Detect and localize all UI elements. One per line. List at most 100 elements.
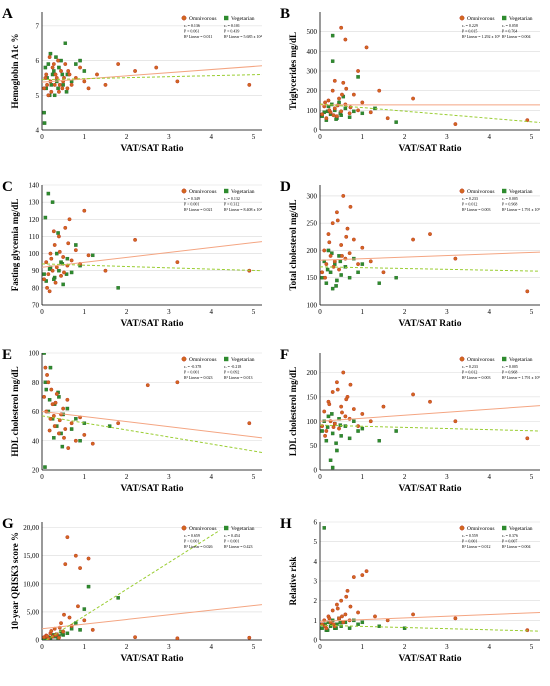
vegetarian-point bbox=[43, 465, 47, 469]
omnivorous-point bbox=[66, 241, 71, 246]
legend-vegetarian-label: Vegetarian bbox=[509, 189, 533, 195]
vegetarian-point bbox=[63, 41, 68, 45]
x-tick-label: 2 bbox=[125, 308, 129, 316]
y-tick-label: 6 bbox=[314, 519, 318, 527]
vegetarian-point bbox=[356, 270, 360, 275]
vegetarian-stat: P = 0.092 bbox=[224, 370, 239, 375]
omnivorous-point bbox=[332, 78, 337, 83]
vegetarian-fit-line bbox=[45, 530, 220, 640]
y-tick-label: 40 bbox=[32, 437, 40, 445]
omnivorous-point bbox=[52, 424, 57, 429]
y-axis-label: Hemoglobin A1c % bbox=[10, 33, 20, 108]
legend-vegetarian-label: Vegetarian bbox=[231, 357, 255, 363]
legend-omnivorous-marker bbox=[181, 356, 187, 362]
x-tick-label: 3 bbox=[167, 643, 171, 651]
legend-vegetarian-marker bbox=[502, 525, 507, 531]
omnivorous-stat: rₛ = 0.349 bbox=[184, 196, 200, 201]
legend-vegetarian-label: Vegetarian bbox=[231, 526, 255, 532]
vegetarian-stat: R² Linear = 0.423 bbox=[224, 544, 253, 549]
omnivorous-point bbox=[61, 629, 66, 634]
omnivorous-point bbox=[57, 82, 62, 87]
legend-omnivorous-label: Omnivorous bbox=[189, 357, 217, 363]
omnivorous-point bbox=[47, 55, 52, 60]
vegetarian-point bbox=[394, 429, 398, 433]
legend-vegetarian-label: Vegetarian bbox=[509, 16, 533, 22]
y-tick-label: 5,00 bbox=[27, 608, 40, 616]
omnivorous-point bbox=[42, 394, 47, 399]
omnivorous-point bbox=[103, 82, 108, 87]
legend-omnivorous-marker bbox=[181, 188, 187, 194]
omnivorous-stat: P < 0.001 bbox=[184, 202, 199, 207]
x-tick-label: 4 bbox=[487, 133, 491, 141]
omnivorous-point bbox=[341, 80, 346, 85]
vegetarian-point bbox=[43, 215, 48, 220]
vegetarian-point bbox=[48, 51, 53, 56]
x-tick-label: 0 bbox=[318, 308, 322, 316]
omnivorous-point bbox=[330, 390, 335, 394]
omnivorous-point bbox=[52, 243, 57, 247]
vegetarian-point bbox=[330, 59, 335, 63]
vegetarian-point bbox=[74, 243, 78, 247]
x-tick-label: 1 bbox=[361, 133, 365, 141]
y-tick-label: 0 bbox=[314, 467, 318, 475]
vegetarian-point bbox=[356, 429, 360, 433]
y-tick-label: 200 bbox=[307, 247, 318, 255]
panel-letter: B bbox=[280, 6, 290, 22]
vegetarian-point bbox=[69, 427, 74, 431]
omnivorous-point bbox=[133, 69, 138, 73]
omnivorous-point bbox=[86, 556, 91, 561]
omnivorous-point bbox=[51, 62, 56, 67]
omnivorous-fit-line bbox=[42, 241, 262, 268]
vegetarian-point bbox=[43, 65, 48, 70]
y-tick-label: 150 bbox=[307, 274, 318, 282]
y-tick-label: 250 bbox=[307, 220, 318, 228]
vegetarian-stat: rₛ = 0.005 bbox=[502, 196, 518, 201]
y-tick-label: 70 bbox=[32, 302, 40, 310]
omnivorous-point bbox=[82, 618, 87, 623]
omnivorous-point bbox=[65, 535, 70, 540]
omnivorous-point bbox=[326, 98, 331, 103]
x-tick-label: 0 bbox=[40, 643, 44, 651]
x-tick-label: 5 bbox=[252, 473, 256, 481]
omnivorous-stat: R² Linear = 0.003 bbox=[462, 375, 491, 380]
omnivorous-point bbox=[322, 409, 327, 414]
vegetarian-point bbox=[57, 268, 61, 273]
x-axis-label: VAT/SAT Ratio bbox=[121, 144, 184, 154]
vegetarian-stat: rₛ = -0.218 bbox=[224, 364, 241, 369]
vegetarian-point bbox=[52, 436, 56, 440]
vegetarian-point bbox=[330, 33, 335, 38]
omnivorous-point bbox=[368, 259, 373, 264]
omnivorous-point bbox=[66, 446, 71, 451]
vegetarian-point bbox=[402, 626, 407, 630]
y-axis-label: 10-year QRISK3 score % bbox=[10, 532, 20, 630]
vegetarian-point bbox=[74, 417, 78, 421]
omnivorous-point bbox=[44, 260, 49, 265]
omnivorous-point bbox=[46, 380, 51, 385]
x-tick-label: 3 bbox=[167, 473, 171, 481]
x-tick-label: 4 bbox=[209, 643, 213, 651]
omnivorous-point bbox=[356, 610, 361, 615]
y-tick-label: 50 bbox=[310, 442, 318, 450]
vegetarian-stat: P = 0.439 bbox=[224, 29, 239, 34]
omnivorous-point bbox=[334, 210, 339, 215]
x-tick-label: 3 bbox=[445, 473, 449, 481]
omnivorous-point bbox=[330, 221, 335, 226]
y-tick-label: 140 bbox=[29, 182, 40, 190]
omnivorous-point bbox=[82, 79, 87, 84]
panel-letter: A bbox=[2, 6, 13, 22]
omnivorous-point bbox=[343, 37, 348, 42]
omnivorous-point bbox=[57, 249, 62, 254]
omnivorous-point bbox=[341, 193, 346, 198]
plot-area bbox=[42, 530, 262, 640]
omnivorous-fit-line bbox=[320, 405, 540, 422]
x-tick-label: 0 bbox=[40, 473, 44, 481]
omnivorous-point bbox=[341, 620, 346, 625]
legend-vegetarian-marker bbox=[224, 525, 229, 531]
omnivorous-point bbox=[67, 217, 72, 222]
vegetarian-point bbox=[47, 267, 52, 271]
vegetarian-stat: P = 0.764 bbox=[502, 29, 517, 34]
omnivorous-point bbox=[59, 621, 63, 626]
omnivorous-point bbox=[63, 562, 68, 567]
omnivorous-point bbox=[43, 75, 48, 80]
omnivorous-point bbox=[78, 65, 83, 70]
